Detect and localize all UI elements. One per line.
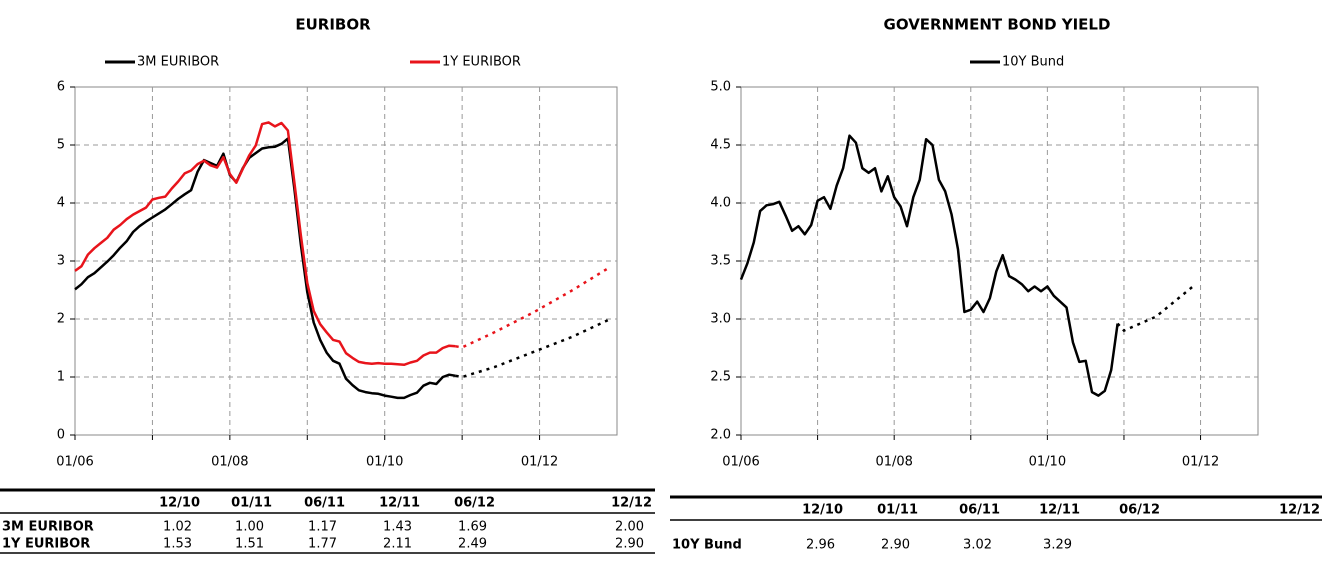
y-tick-label: 4.0 (710, 196, 731, 211)
table-cell: 1.17 (308, 520, 337, 535)
forecast-line (455, 317, 612, 379)
table-header: 06/12 (454, 496, 495, 511)
chart-title: GOVERNMENT BOND YIELD (884, 16, 1111, 34)
table-header: 01/11 (877, 503, 918, 518)
y-tick-label: 3 (57, 254, 65, 269)
forecast-line (455, 265, 612, 349)
y-tick-label: 0 (57, 428, 65, 443)
y-tick-label: 1 (57, 370, 65, 385)
y-tick-label: 3.0 (710, 312, 731, 327)
table-cell: 2.11 (383, 537, 412, 552)
series-line (74, 137, 456, 400)
legend-label: 10Y Bund (1002, 55, 1064, 70)
y-tick-label: 4.5 (710, 138, 731, 153)
table-cell: 1.43 (383, 520, 412, 535)
table-cell: 2.00 (615, 520, 644, 535)
legend-label: 1Y EURIBOR (442, 55, 521, 70)
table-row-label: 10Y Bund (672, 538, 742, 553)
table-header: 06/12 (1119, 503, 1160, 518)
x-tick-label: 01/06 (56, 455, 93, 470)
y-tick-label: 4 (57, 196, 65, 211)
table-row-label: 3M EURIBOR (2, 520, 94, 535)
table-header: 12/12 (1279, 503, 1320, 518)
y-tick-label: 2.0 (710, 428, 731, 443)
x-tick-label: 01/12 (1182, 455, 1219, 470)
table-header: 12/12 (611, 496, 652, 511)
table-header: 12/10 (159, 496, 200, 511)
y-tick-label: 2.5 (710, 370, 731, 385)
table-header: 12/10 (802, 503, 843, 518)
table-header: 06/11 (959, 503, 1000, 518)
table-cell: 2.49 (458, 537, 487, 552)
table-cell: 1.02 (163, 520, 192, 535)
x-tick-label: 01/10 (1029, 455, 1066, 470)
table-cell: 2.90 (615, 537, 644, 552)
forecast-line (1116, 284, 1195, 333)
x-tick-label: 01/12 (521, 455, 558, 470)
table-cell: 2.90 (881, 538, 910, 553)
table-row-label: 1Y EURIBOR (2, 537, 90, 552)
series-line (74, 121, 456, 367)
table-cell: 1.53 (163, 537, 192, 552)
legend-label: 3M EURIBOR (137, 55, 219, 70)
series-line (739, 134, 1119, 397)
table-cell: 3.29 (1043, 538, 1072, 553)
x-tick-label: 01/10 (366, 455, 403, 470)
table-cell: 2.96 (806, 538, 835, 553)
table-header: 01/11 (231, 496, 272, 511)
table-cell: 1.51 (235, 537, 264, 552)
x-tick-label: 01/08 (875, 455, 912, 470)
table-header: 06/11 (304, 496, 345, 511)
table-cell: 1.00 (235, 520, 264, 535)
table-cell: 1.69 (458, 520, 487, 535)
y-tick-label: 3.5 (710, 254, 731, 269)
y-tick-label: 5 (57, 138, 65, 153)
table-header: 12/11 (379, 496, 420, 511)
x-tick-label: 01/06 (722, 455, 759, 470)
table-header: 12/11 (1039, 503, 1080, 518)
x-tick-label: 01/08 (211, 455, 248, 470)
y-tick-label: 5.0 (710, 80, 731, 95)
y-tick-label: 6 (57, 80, 65, 95)
table-cell: 3.02 (963, 538, 992, 553)
y-tick-label: 2 (57, 312, 65, 327)
chart-title: EURIBOR (295, 16, 371, 34)
table-cell: 1.77 (308, 537, 337, 552)
